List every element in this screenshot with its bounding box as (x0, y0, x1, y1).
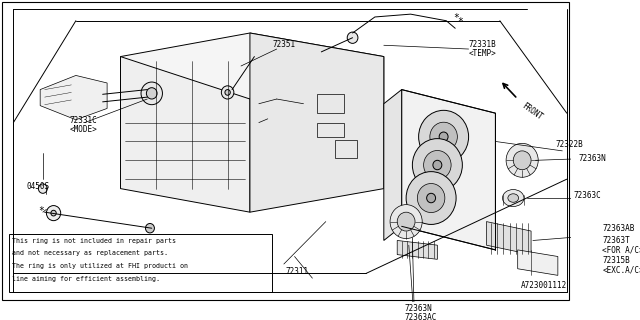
Text: 72363N: 72363N (404, 304, 432, 313)
Ellipse shape (417, 183, 445, 212)
Text: FRONT: FRONT (520, 101, 545, 122)
Text: 72331C: 72331C (70, 116, 97, 125)
Ellipse shape (390, 204, 422, 239)
Bar (335, 140, 357, 158)
Circle shape (147, 88, 157, 99)
Text: The ring is only utilized at FHI producti on: The ring is only utilized at FHI product… (13, 263, 189, 269)
Ellipse shape (430, 122, 458, 151)
Polygon shape (486, 222, 531, 255)
Polygon shape (40, 76, 107, 120)
Polygon shape (402, 90, 495, 250)
Polygon shape (384, 90, 402, 240)
Polygon shape (397, 240, 437, 259)
Polygon shape (120, 57, 250, 212)
Circle shape (433, 160, 442, 170)
Text: 72311: 72311 (285, 267, 308, 276)
Text: 0450S: 0450S (27, 182, 50, 191)
Text: *: * (457, 17, 463, 27)
Ellipse shape (508, 194, 518, 202)
Circle shape (38, 184, 47, 193)
Ellipse shape (513, 151, 531, 170)
Ellipse shape (397, 212, 415, 231)
Text: 72363AB: 72363AB (602, 224, 635, 233)
Circle shape (348, 32, 358, 44)
Text: *: * (453, 13, 460, 23)
Text: <MODE>: <MODE> (70, 125, 97, 134)
Text: 72363N: 72363N (579, 154, 606, 163)
Circle shape (51, 210, 56, 216)
Ellipse shape (406, 172, 456, 224)
Circle shape (145, 223, 154, 233)
Polygon shape (518, 250, 558, 275)
Text: *: * (38, 205, 44, 216)
Text: 72351: 72351 (272, 40, 296, 49)
Text: This ring is not included in repair parts: This ring is not included in repair part… (13, 238, 177, 244)
Ellipse shape (502, 189, 524, 206)
Text: 72363T: 72363T (602, 236, 630, 245)
Text: 72315B: 72315B (602, 257, 630, 266)
Text: 72363AC: 72363AC (404, 313, 436, 320)
Text: 72322B: 72322B (555, 140, 583, 148)
Text: line aiming for efficient assembling.: line aiming for efficient assembling. (13, 276, 161, 282)
Bar (317, 123, 344, 137)
Polygon shape (120, 33, 384, 123)
Circle shape (225, 90, 230, 95)
Bar (317, 94, 344, 113)
Text: A723001112: A723001112 (520, 282, 567, 291)
Text: <FOR A/C>: <FOR A/C> (602, 245, 640, 254)
Ellipse shape (419, 110, 468, 163)
Text: <TEMP>: <TEMP> (468, 49, 497, 58)
Text: 72331B: 72331B (468, 40, 497, 49)
Polygon shape (250, 33, 384, 212)
Ellipse shape (424, 150, 451, 180)
Circle shape (427, 193, 436, 203)
Circle shape (439, 132, 448, 141)
Circle shape (47, 205, 61, 221)
Circle shape (221, 86, 234, 99)
Text: 72363C: 72363C (574, 191, 602, 200)
Text: <EXC.A/C>: <EXC.A/C> (602, 266, 640, 275)
Ellipse shape (412, 139, 462, 191)
Text: and not necessary as replacement parts.: and not necessary as replacement parts. (13, 250, 168, 256)
Ellipse shape (506, 143, 538, 177)
Circle shape (141, 82, 163, 105)
Bar (9, 234, 272, 292)
